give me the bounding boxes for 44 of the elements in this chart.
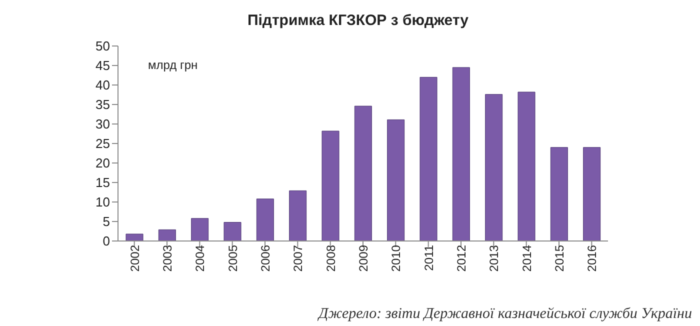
y-tick-label: 20 bbox=[96, 156, 110, 171]
y-tick-label: 35 bbox=[96, 97, 110, 112]
x-tick-label: 2006 bbox=[258, 244, 273, 272]
y-tick-label: 50 bbox=[96, 38, 110, 54]
text: Джерело: звіти Державної казначейської служби України bbox=[318, 306, 692, 323]
bar bbox=[550, 147, 568, 241]
bar bbox=[387, 119, 405, 241]
x-tick-label: 2003 bbox=[160, 244, 175, 272]
x-tick-label: 2004 bbox=[193, 244, 208, 272]
y-tick-label: 30 bbox=[96, 116, 110, 132]
bar bbox=[354, 106, 372, 241]
bar bbox=[420, 76, 438, 241]
y-axis-title: млрд грн bbox=[148, 58, 198, 72]
bar bbox=[256, 198, 274, 241]
x-tick-label: 2009 bbox=[356, 244, 371, 272]
y-tick-label: 0 bbox=[102, 234, 110, 249]
x-tick-label: 2010 bbox=[389, 244, 404, 272]
bar bbox=[485, 94, 503, 241]
bar bbox=[158, 229, 176, 241]
bar bbox=[191, 218, 209, 241]
chart-title: Підтримка КГЗКОР з бюджету bbox=[246, 12, 470, 29]
bar bbox=[126, 234, 144, 241]
x-tick-label: 2014 bbox=[520, 244, 534, 272]
x-tick-label: 2011 bbox=[422, 244, 436, 271]
y-tick-label: 5 bbox=[102, 214, 110, 230]
x-tick-label: 2005 bbox=[226, 244, 240, 272]
y-tick-label: 10 bbox=[96, 194, 110, 210]
bar bbox=[289, 190, 307, 241]
y-tick-label: 25 bbox=[96, 136, 110, 152]
x-tick-label: 2012 bbox=[454, 244, 469, 272]
y-tick-label: 15 bbox=[96, 175, 110, 190]
bar bbox=[322, 130, 340, 241]
x-tick-label: 2007 bbox=[291, 244, 306, 272]
x-tick-label: 2008 bbox=[324, 244, 338, 272]
x-tick-label: 2015 bbox=[552, 244, 567, 272]
y-tick-label: 40 bbox=[96, 78, 110, 93]
bar bbox=[452, 67, 470, 241]
x-tick-label: 2016 bbox=[585, 244, 600, 272]
x-tick-label: 2013 bbox=[487, 244, 502, 272]
bar bbox=[583, 147, 601, 241]
y-tick-label: 45 bbox=[96, 58, 110, 74]
bar bbox=[224, 222, 242, 241]
bar bbox=[518, 92, 536, 241]
x-tick-label: 2002 bbox=[128, 244, 142, 272]
